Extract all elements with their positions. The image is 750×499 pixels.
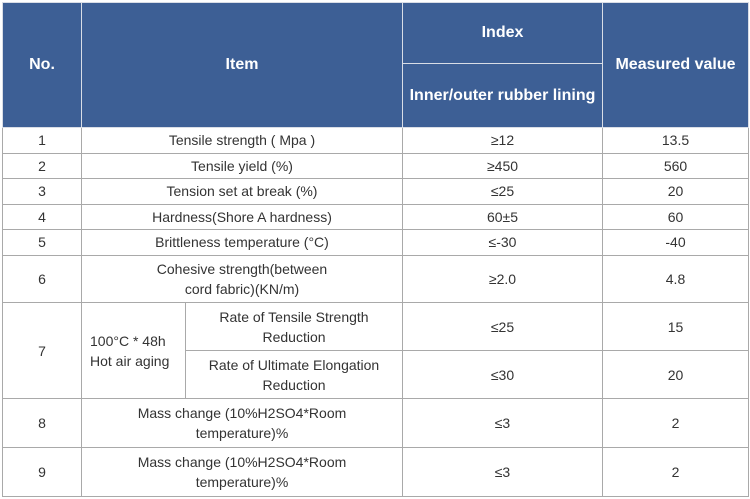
header-index-sub: Inner/outer rubber lining [402, 63, 603, 129]
row-value: -40 [602, 229, 749, 256]
row-value: 560 [602, 152, 749, 180]
row-value: 4.8 [602, 254, 749, 304]
row-index: ≤25 [402, 178, 603, 205]
row-no: 6 [2, 254, 82, 304]
row-index: ≥2.0 [402, 254, 603, 304]
row-item: Brittleness temperature (°C) [81, 229, 403, 256]
row-no: 2 [2, 152, 82, 180]
header-no: No. [2, 1, 82, 129]
header-measured-value: Measured value [602, 1, 749, 129]
header-index: Index [402, 1, 603, 65]
row-item: Mass change (10%H2SO4*Room temperature)% [81, 398, 403, 448]
row-value: 13.5 [602, 127, 749, 154]
row-item: Tensile strength ( Mpa ) [81, 127, 403, 154]
row-value: 20 [602, 350, 749, 400]
table-row: 1 Tensile strength ( Mpa ) ≥12 13.5 [2, 127, 749, 154]
row-no: 4 [2, 203, 82, 231]
row-index: 60±5 [402, 203, 603, 231]
row-item: Tensile yield (%) [81, 152, 403, 180]
table-row: 6 Cohesive strength(between cord fabric)… [2, 254, 749, 304]
table-row: 5 Brittleness temperature (°C) ≤-30 -40 [2, 229, 749, 256]
row-no: 1 [2, 127, 82, 154]
table-row: 9 Mass change (10%H2SO4*Room temperature… [2, 447, 749, 497]
row-index: ≤30 [402, 350, 603, 400]
row-item: Tension set at break (%) [81, 178, 403, 205]
row-no: 8 [2, 398, 82, 448]
row-index: ≥12 [402, 127, 603, 154]
row-index: ≥450 [402, 152, 603, 180]
row-item: Mass change (10%H2SO4*Room temperature)% [81, 447, 403, 497]
row-value: 15 [602, 302, 749, 352]
row-no: 9 [2, 447, 82, 497]
row-index: ≤25 [402, 302, 603, 352]
row-subitem: Rate of Ultimate Elongation Reduction [185, 350, 403, 400]
row-no: 5 [2, 229, 82, 256]
header-item: Item [81, 1, 403, 129]
table-row: 7 100°C * 48h Hot air aging Rate of Tens… [2, 302, 749, 400]
row-item: Hardness(Shore A hardness) [81, 203, 403, 231]
row-group-label: 100°C * 48h Hot air aging [81, 302, 186, 400]
row-value: 2 [602, 398, 749, 448]
row-no: 7 [2, 302, 82, 400]
row-value: 60 [602, 203, 749, 231]
table-row: 4 Hardness(Shore A hardness) 60±5 60 [2, 203, 749, 231]
table-row: 8 Mass change (10%H2SO4*Room temperature… [2, 398, 749, 448]
table-row: 2 Tensile yield (%) ≥450 560 [2, 152, 749, 180]
row-index: ≤3 [402, 447, 603, 497]
row-index: ≤3 [402, 398, 603, 448]
row-index: ≤-30 [402, 229, 603, 256]
table-row: Rate of Ultimate Elongation Reduction ≤3… [3, 350, 749, 400]
row-subitem: Rate of Tensile Strength Reduction [185, 302, 403, 352]
row-value: 20 [602, 178, 749, 205]
table-row: 3 Tension set at break (%) ≤25 20 [2, 178, 749, 205]
row-item: Cohesive strength(between cord fabric)(K… [81, 254, 403, 304]
row-no: 3 [2, 178, 82, 205]
row-value: 2 [602, 447, 749, 497]
